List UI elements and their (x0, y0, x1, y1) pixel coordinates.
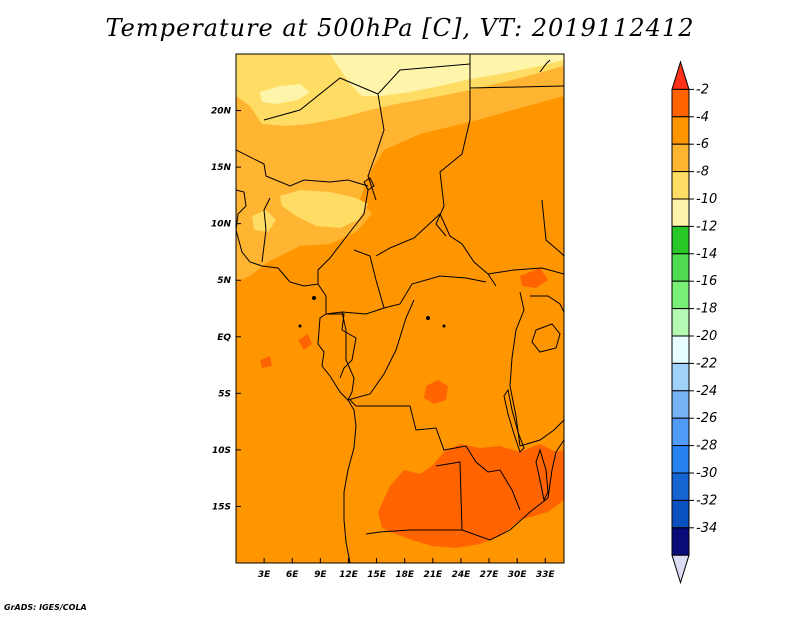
y-tick-label: 5N (217, 276, 231, 286)
lake-tanganyika (503, 388, 525, 453)
map-frame (235, 53, 565, 564)
y-tick-label: 15S (212, 502, 231, 512)
colorbar-label: -20 (696, 329, 717, 344)
colorbar-label: -24 (696, 384, 717, 399)
colorbar-swatch (671, 253, 690, 282)
border-chad-sudan (435, 54, 471, 237)
warm-patch-east-africa (520, 268, 548, 288)
border-zambia-east (461, 497, 549, 541)
red-sea-coast (539, 59, 551, 73)
border-car-south (383, 275, 487, 309)
border-libya-egypt (469, 85, 564, 89)
warm-patch-congo (424, 380, 448, 404)
x-tick-label: 12E (339, 570, 359, 580)
colorbar-label: -8 (696, 165, 709, 180)
warm-region-southern-africa (378, 444, 564, 548)
x-tick-label: 9E (314, 570, 327, 580)
border-sudan-south-sudan (487, 267, 564, 275)
y-tick-label: 15N (211, 163, 232, 173)
x-tick-label: 24E (452, 570, 472, 580)
colorbar-swatch (671, 143, 690, 173)
y-tick-label: 10N (211, 220, 232, 230)
longitude-axis: 3E 6E 9E 12E 15E 18E 21E 24E 27E 30E 33E (258, 558, 556, 580)
warm-patch-atlantic (260, 356, 272, 368)
border-algeria-niger (263, 63, 471, 121)
border-angola-drc-coast (349, 399, 357, 407)
colorbar-label: -14 (696, 247, 717, 262)
lake-malawi (535, 448, 549, 502)
x-tick-label: 30E (508, 570, 528, 580)
border-east-africa (530, 295, 564, 313)
colorbar-swatch (671, 527, 690, 556)
warm-patch-gabon (298, 334, 312, 350)
cool-band-minus8-to-minus10 (236, 54, 564, 232)
colorbar-swatch (671, 225, 690, 255)
colorbar-label: -34 (696, 521, 717, 536)
colorbar: -2 -4 -6 -8 -10 -12 -14 -16 -18 -20 -22 -24 -26 -28 -3… (671, 60, 717, 585)
colorbar-label: -12 (696, 219, 717, 234)
x-tick-label: 6E (286, 570, 299, 580)
colorbar-bottom-arrow (671, 554, 690, 585)
map-area (236, 54, 564, 563)
colorbar-swatch (671, 280, 690, 310)
border-car-north (375, 213, 497, 287)
map-title: Temperature at 500hPa [C], VT: 201911241… (105, 14, 695, 42)
x-tick-label: 15E (367, 570, 387, 580)
border-drc-east (509, 291, 525, 447)
y-tick-label: 20N (211, 107, 232, 117)
coastline-west-africa (236, 189, 357, 563)
border-nigeria-north (261, 197, 271, 263)
border-drc-south (356, 405, 521, 511)
x-tick-label: 18E (395, 570, 415, 580)
colorbar-swatch (671, 390, 690, 419)
x-tick-label: 33E (536, 570, 556, 580)
grads-credit: GrADS: IGES/COLA (4, 603, 87, 612)
colorbar-label: -26 (696, 411, 717, 426)
colorbar-swatch (671, 472, 690, 501)
border-gabon (326, 313, 357, 379)
lake-victoria (531, 323, 561, 353)
y-tick-label: EQ (217, 333, 231, 343)
x-tick-label: 21E (423, 570, 443, 580)
colorbar-swatch (671, 335, 690, 364)
colorbar-label: -32 (696, 493, 717, 508)
colorbar-swatch (671, 362, 690, 392)
colorbar-swatch (671, 308, 690, 337)
x-tick-label: 3E (258, 570, 271, 580)
colorbar-swatch (671, 171, 690, 200)
colorbar-label: -6 (696, 137, 709, 152)
border-niger-chad (367, 93, 385, 201)
colorbar-label: -18 (696, 302, 717, 317)
small-lakes (298, 296, 446, 328)
colorbar-swatch (671, 445, 690, 474)
colorbar-label: -28 (696, 439, 717, 454)
border-tanzania (519, 419, 564, 447)
colorbar-label: -22 (696, 356, 717, 371)
colorbar-swatch (671, 198, 690, 227)
cool-band-minus10-to-minus12 (260, 54, 564, 104)
y-tick-label: 5S (218, 389, 231, 399)
border-mali-niger (236, 149, 369, 187)
border-mozambique (547, 439, 564, 499)
border-angola-zambia (365, 461, 463, 535)
colorbar-label: -16 (696, 274, 717, 289)
latitude-axis: 20N 15N 10N 5N EQ 5S 10S 15S (211, 107, 241, 512)
x-tick-label: 27E (480, 570, 500, 580)
colorbar-swatch (671, 88, 690, 118)
country-borders (236, 54, 564, 563)
colorbar-swatch (671, 116, 690, 145)
lake-chad (363, 177, 375, 191)
border-south-sudan-east (541, 199, 564, 257)
y-tick-label: 10S (212, 446, 231, 456)
colorbar-label: -10 (696, 192, 717, 207)
colorbar-swatch (671, 417, 690, 447)
border-congo (341, 299, 415, 401)
colorbar-label: -2 (696, 82, 709, 97)
border-nigeria-cameroon (317, 189, 369, 284)
colorbar-swatch (671, 499, 690, 529)
colorbar-top-arrow (671, 60, 690, 90)
colorbar-label: -30 (696, 466, 717, 481)
colorbar-label: -4 (696, 110, 709, 125)
